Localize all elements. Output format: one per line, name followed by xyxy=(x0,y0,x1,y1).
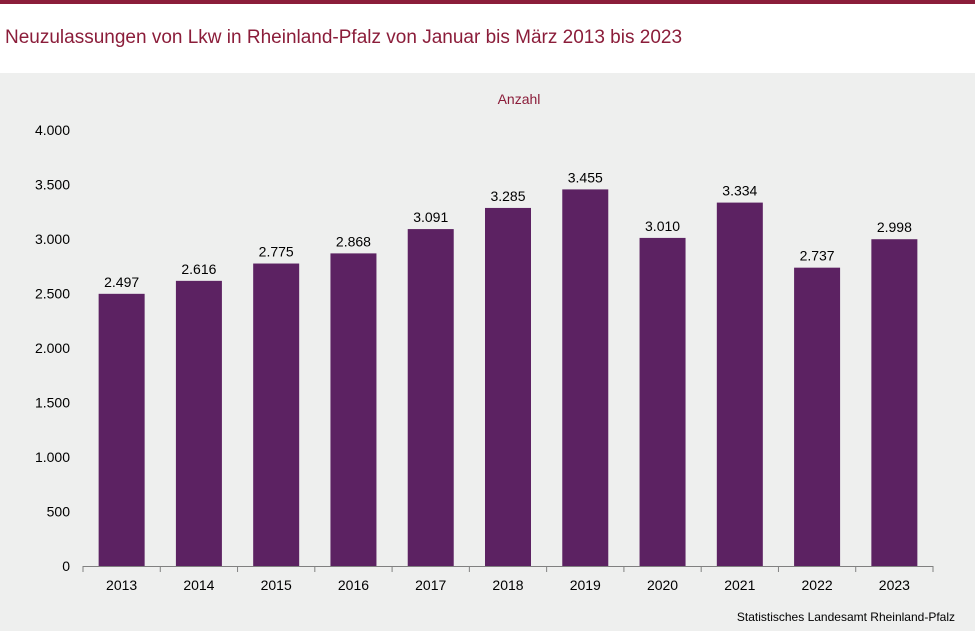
y-tick-label: 3.500 xyxy=(35,177,70,193)
y-tick-label: 2.000 xyxy=(35,340,70,356)
bar-2020 xyxy=(639,237,686,566)
y-unit-label: Anzahl xyxy=(498,91,541,107)
bar-2022 xyxy=(794,267,841,566)
value-label: 3.285 xyxy=(490,188,525,204)
x-tick-label: 2021 xyxy=(724,577,755,593)
bar-2016 xyxy=(330,253,377,566)
x-axis: 2013 2014 2015 2016 2017 2018 2019 2020 2021 2022… xyxy=(82,566,934,593)
chart-title: Neuzulassungen von Lkw in Rheinland-Pfal… xyxy=(5,27,683,48)
y-tick-label: 500 xyxy=(47,504,71,520)
top-rule xyxy=(0,0,975,4)
value-label: 2.737 xyxy=(800,248,835,264)
y-tick-label: 0 xyxy=(62,558,70,574)
bar-2023 xyxy=(871,239,918,566)
bar-series xyxy=(98,189,918,566)
x-tick-label: 2014 xyxy=(183,577,214,593)
bar-2014 xyxy=(175,280,222,566)
y-tick-label: 1.500 xyxy=(35,395,70,411)
value-label: 3.010 xyxy=(645,218,680,234)
value-label: 2.868 xyxy=(336,233,371,249)
x-tick-label: 2023 xyxy=(879,577,910,593)
bar-2015 xyxy=(253,263,300,566)
value-label: 3.455 xyxy=(568,169,603,185)
x-tick-label: 2016 xyxy=(338,577,369,593)
value-label: 2.775 xyxy=(259,244,294,260)
x-tick-label: 2019 xyxy=(570,577,601,593)
value-label: 3.334 xyxy=(722,183,757,199)
x-tick-label: 2017 xyxy=(415,577,446,593)
x-tick-label: 2013 xyxy=(106,577,137,593)
bar-2013 xyxy=(98,293,145,566)
y-axis: 0 500 1.000 1.500 2.000 2.500 3.000 3.500 4.000 xyxy=(35,122,70,574)
x-tick-label: 2015 xyxy=(261,577,292,593)
value-label: 2.616 xyxy=(181,261,216,277)
y-tick-label: 1.000 xyxy=(35,449,70,465)
y-tick-label: 4.000 xyxy=(35,122,70,138)
value-label: 2.998 xyxy=(877,219,912,235)
source-note: Statistisches Landesamt Rheinland-Pfalz xyxy=(736,610,955,624)
x-tick-label: 2020 xyxy=(647,577,678,593)
bar-2021 xyxy=(716,202,763,566)
y-tick-label: 2.500 xyxy=(35,286,70,302)
bar-2017 xyxy=(407,229,454,566)
value-labels: 2.497 2.616 2.775 2.868 3.091 3.285 3.455 3.010… xyxy=(104,169,912,289)
y-tick-label: 3.000 xyxy=(35,231,70,247)
bar-2019 xyxy=(562,189,609,566)
x-tick-label: 2018 xyxy=(492,577,523,593)
value-label: 3.091 xyxy=(413,209,448,225)
x-tick-label: 2022 xyxy=(802,577,833,593)
bar-2018 xyxy=(485,207,531,566)
value-label: 2.497 xyxy=(104,274,139,290)
